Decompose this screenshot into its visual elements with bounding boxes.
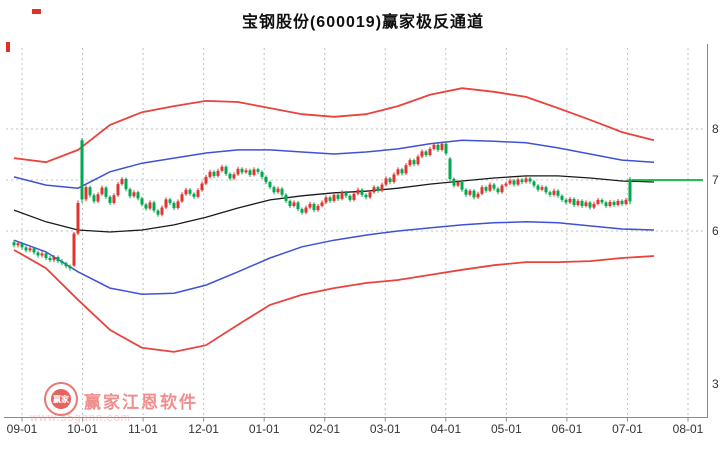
axis-layer: 8 7 6 3 09-01 10-01 11-01 12-01 01-01 02-01 03-01 0… (4, 44, 719, 436)
band-upper_outer (13, 87, 655, 164)
svg-text:7: 7 (712, 173, 719, 187)
svg-text:10-01: 10-01 (67, 422, 98, 436)
band-lower_outer (13, 249, 655, 353)
channel-bands (13, 87, 655, 353)
chart-title: 宝钢股份(600019)赢家极反通道 (241, 14, 485, 31)
svg-text:04-01: 04-01 (430, 422, 461, 436)
svg-text:8: 8 (712, 122, 719, 136)
svg-text:11-01: 11-01 (128, 422, 158, 436)
red-mark-left (6, 42, 10, 52)
svg-text:06-01: 06-01 (552, 422, 583, 436)
svg-text:01-01: 01-01 (249, 422, 280, 436)
band-lower_inner (13, 221, 655, 295)
svg-text:09-01: 09-01 (7, 422, 38, 436)
svg-text:02-01: 02-01 (309, 422, 340, 436)
grid-layer (6, 48, 706, 418)
candles-layer (12, 138, 632, 271)
svg-text:12-01: 12-01 (188, 422, 219, 436)
svg-text:3: 3 (712, 377, 719, 391)
band-upper_inner (13, 139, 655, 189)
svg-text:05-01: 05-01 (491, 422, 522, 436)
svg-text:07-01: 07-01 (612, 422, 643, 436)
svg-text:6: 6 (712, 224, 719, 238)
svg-text:03-01: 03-01 (370, 422, 401, 436)
svg-text:08-01: 08-01 (673, 422, 704, 436)
red-mark-top (32, 9, 41, 14)
